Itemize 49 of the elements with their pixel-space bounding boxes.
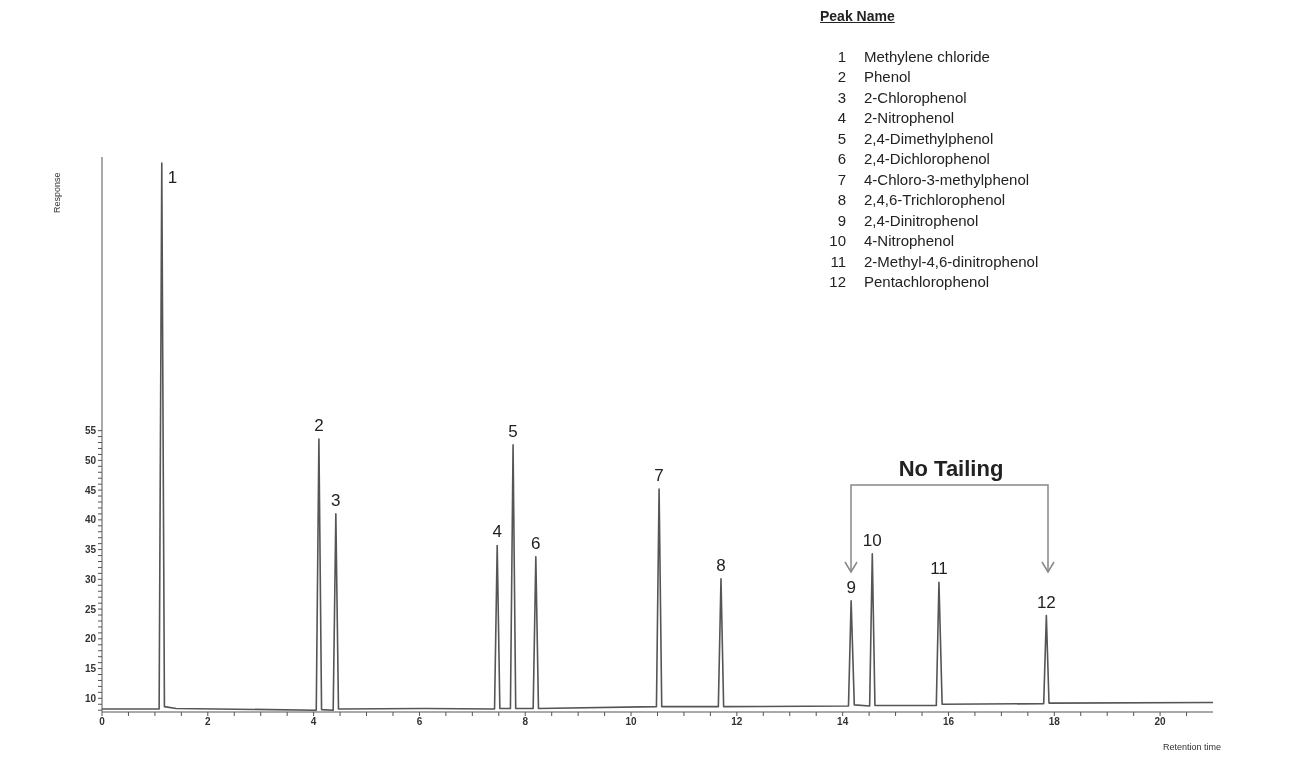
x-tick-label: 14 — [837, 716, 849, 728]
annotation: 9 — [846, 577, 856, 597]
y-tick-label: 50 — [84, 454, 97, 466]
annotation: 2 — [314, 415, 324, 435]
y-tick-label: 45 — [84, 484, 97, 496]
annotation: 11 — [930, 559, 948, 579]
y-tick-label: 25 — [84, 603, 97, 615]
text: 6 2,4-Dichlorophenol — [837, 150, 990, 167]
x-tick-label: 16 — [942, 716, 955, 728]
x-tick-label: 10 — [625, 716, 638, 728]
text: 7 4-Chloro-3-methylphenol — [837, 170, 1030, 188]
x-tick-label: 0 — [99, 716, 106, 728]
y-tick-label: 55 — [84, 425, 97, 437]
annotation: 1 — [167, 167, 178, 187]
y-tick-label: 10 — [84, 692, 97, 704]
annotation: 10 — [862, 530, 882, 550]
text: 1 Methylene chloride — [837, 47, 990, 65]
x-tick-label: 20 — [1154, 716, 1167, 728]
x-tick-label: 18 — [1048, 716, 1061, 728]
text: 2 Phenol — [837, 68, 911, 85]
y-axis-title: Response — [52, 172, 62, 213]
text: 10 4-Nitrophenol — [829, 232, 955, 249]
legend-title: Peak Name — [820, 7, 896, 26]
text: 5 2,4-Dimethylphenol — [837, 129, 994, 147]
x-tick-label: 8 — [522, 716, 529, 728]
y-tick-label: 35 — [84, 544, 97, 556]
x-tick-label: 2 — [205, 716, 212, 728]
y-tick-label: 40 — [84, 514, 97, 526]
annotation: 7 — [654, 465, 664, 485]
annotation: 5 — [508, 421, 518, 441]
text: 8 2,4,6-Trichlorophenol — [837, 191, 1006, 208]
x-axis-title: Retention time — [1162, 742, 1221, 752]
x-tick-label: 6 — [416, 716, 423, 728]
text: 4 2-Nitrophenol — [837, 109, 955, 126]
annotation: 3 — [331, 490, 341, 510]
text: 11 2-Methyl-4,6-dinitrophenol — [830, 252, 1039, 270]
annotation: 8 — [716, 555, 726, 575]
y-tick-label: 30 — [84, 573, 97, 585]
annotation: 4 — [492, 522, 502, 542]
text: 9 2,4-Dinitrophenol — [837, 211, 979, 229]
annotation: 12 — [1036, 592, 1056, 612]
annotation: No Tailing — [897, 456, 1005, 482]
text: 3 2-Chlorophenol — [837, 88, 967, 106]
y-tick-label: 20 — [84, 633, 97, 645]
x-tick-label: 12 — [731, 716, 743, 728]
annotation: 6 — [531, 533, 541, 553]
x-tick-label: 4 — [310, 716, 317, 728]
y-tick-label: 15 — [84, 663, 97, 675]
text: 12 Pentachlorophenol — [829, 273, 990, 290]
